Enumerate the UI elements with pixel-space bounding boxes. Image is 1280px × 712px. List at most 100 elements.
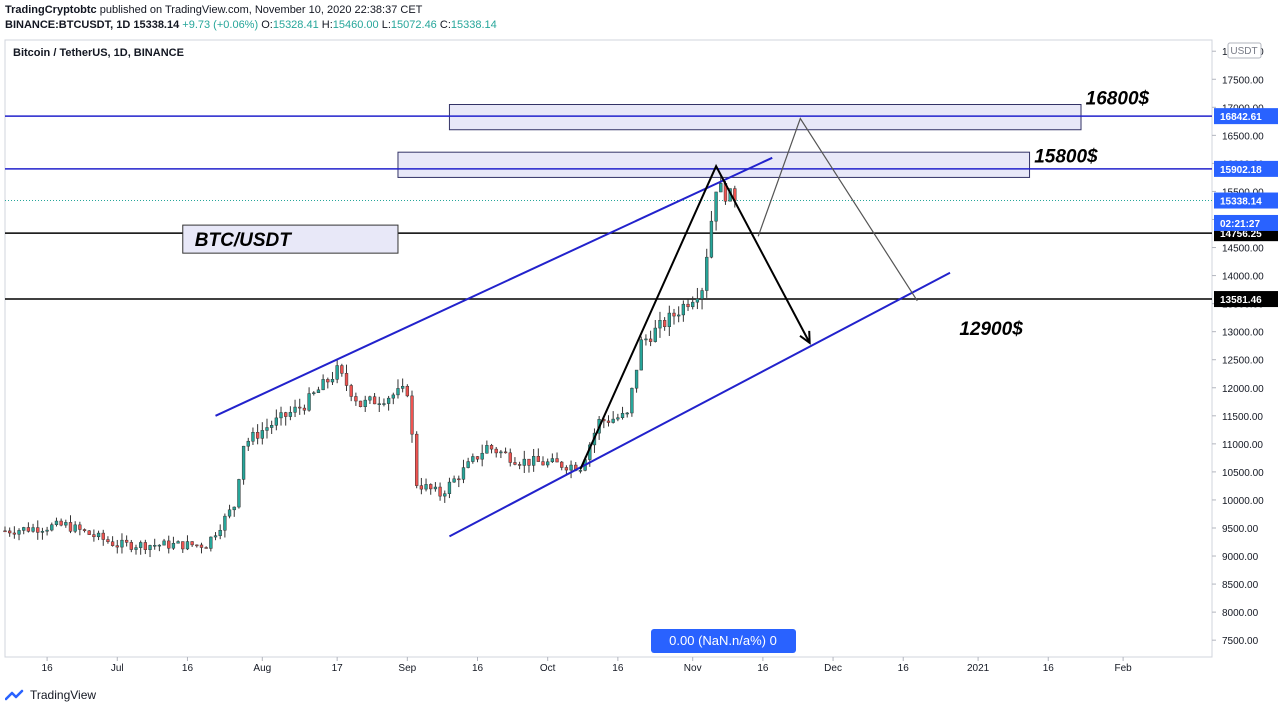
plot-area[interactable] xyxy=(4,39,1213,658)
candle-body xyxy=(73,524,77,532)
candle xyxy=(522,450,526,473)
projection-paths[interactable] xyxy=(579,117,918,470)
candle xyxy=(466,457,470,469)
footer-brand[interactable]: TradingView xyxy=(5,688,96,702)
candle-body xyxy=(386,397,391,404)
candle xyxy=(115,539,119,554)
candle xyxy=(139,540,143,555)
y-tick-label: 13000.00 xyxy=(1222,328,1264,339)
candle-body xyxy=(691,301,695,308)
candle-body xyxy=(401,385,405,389)
symbol-label: BINANCE:BTCUSDT, 1D xyxy=(5,19,131,31)
last-price-tag: 15338.14 xyxy=(1220,197,1262,208)
candle-body xyxy=(36,527,40,533)
candle-body xyxy=(424,484,428,490)
channel-line[interactable] xyxy=(448,271,951,538)
candle xyxy=(40,527,45,540)
candle xyxy=(298,398,302,415)
bottom-indicator[interactable]: 0.00 (NaN.n/a%) 0 xyxy=(651,629,796,653)
candle-body xyxy=(714,191,718,222)
level-price-tag-bg xyxy=(1214,108,1278,125)
candle-body xyxy=(410,395,414,435)
candle xyxy=(312,391,316,396)
candle xyxy=(340,363,344,377)
candle-body xyxy=(546,461,550,466)
price-axis[interactable]: 7500.00 8000.00 8500.00 9000.00 9500.00 10000… xyxy=(1212,47,1264,647)
candle-body xyxy=(354,396,358,402)
publish-text: published on TradingView.com, November 1… xyxy=(99,4,423,16)
candle xyxy=(550,453,555,464)
x-tick-label: 16 xyxy=(182,663,194,674)
time-axis[interactable]: 16 Jul 16 Aug 17 Sep 16 Oct 16 Nov 16 Dec 16 2021 16 Fe… xyxy=(42,657,1133,674)
candle-body xyxy=(17,530,21,535)
channel-line[interactable] xyxy=(215,156,773,417)
candle-body xyxy=(372,396,377,405)
projection-path[interactable] xyxy=(757,117,918,302)
candle xyxy=(279,406,283,426)
candle xyxy=(181,541,185,553)
currency-badge[interactable]: USDT xyxy=(1227,42,1262,59)
candle-body xyxy=(625,412,629,415)
candle xyxy=(368,395,372,404)
candle-body xyxy=(611,418,615,423)
candle xyxy=(443,490,447,503)
candle-body xyxy=(560,461,564,468)
candle-body xyxy=(630,387,634,414)
candle xyxy=(87,530,91,535)
y-tick-label: 17500.00 xyxy=(1222,75,1264,86)
candle xyxy=(719,175,723,193)
currency-badge-box[interactable] xyxy=(1227,42,1262,59)
channel-lines[interactable] xyxy=(215,156,951,538)
candle-body xyxy=(293,406,297,413)
candle xyxy=(527,458,531,473)
candle xyxy=(288,406,293,421)
candle-body xyxy=(101,532,105,540)
candle-body xyxy=(578,470,583,472)
bottom-indicator-box[interactable] xyxy=(651,629,796,653)
resistance-zones[interactable] xyxy=(397,104,1082,178)
candle xyxy=(54,517,59,527)
candle-body xyxy=(162,540,166,546)
candle-body xyxy=(508,452,512,463)
candle-body xyxy=(396,388,400,396)
candle-body xyxy=(616,417,620,420)
candle xyxy=(167,535,171,554)
candle xyxy=(382,398,386,407)
resistance-zone[interactable] xyxy=(448,104,1082,131)
candle xyxy=(36,520,40,540)
candle xyxy=(714,191,718,231)
candle xyxy=(96,530,101,541)
candle-body xyxy=(82,529,87,532)
candle xyxy=(653,320,657,343)
candle xyxy=(176,540,180,544)
x-tick-label: 16 xyxy=(757,663,769,674)
candle xyxy=(503,447,508,454)
y-tick-label: 11500.00 xyxy=(1222,412,1263,423)
candle-body xyxy=(8,530,12,534)
y-tick-label: 12500.00 xyxy=(1222,356,1264,367)
candle-body xyxy=(522,458,526,466)
candle-body xyxy=(199,544,204,548)
candle xyxy=(555,452,559,463)
price-target-annotation: 12900$ xyxy=(959,319,1023,340)
candle xyxy=(457,475,461,488)
candle xyxy=(616,413,620,422)
high-label: H: xyxy=(321,19,333,31)
candle xyxy=(513,457,517,466)
projection-path[interactable] xyxy=(579,163,811,470)
candle xyxy=(326,377,330,389)
candle-body xyxy=(302,407,307,411)
candle xyxy=(50,522,54,532)
candle xyxy=(447,477,452,499)
candle-body xyxy=(209,536,213,549)
candle xyxy=(386,395,391,411)
candle xyxy=(68,515,73,534)
symbol-box[interactable]: BTC/USDT xyxy=(182,224,399,254)
candle xyxy=(625,412,629,418)
candle xyxy=(705,248,709,298)
candle-body xyxy=(419,485,424,490)
candle-body xyxy=(22,527,26,531)
candle xyxy=(185,535,190,551)
symbol-box-rect[interactable] xyxy=(182,224,399,254)
